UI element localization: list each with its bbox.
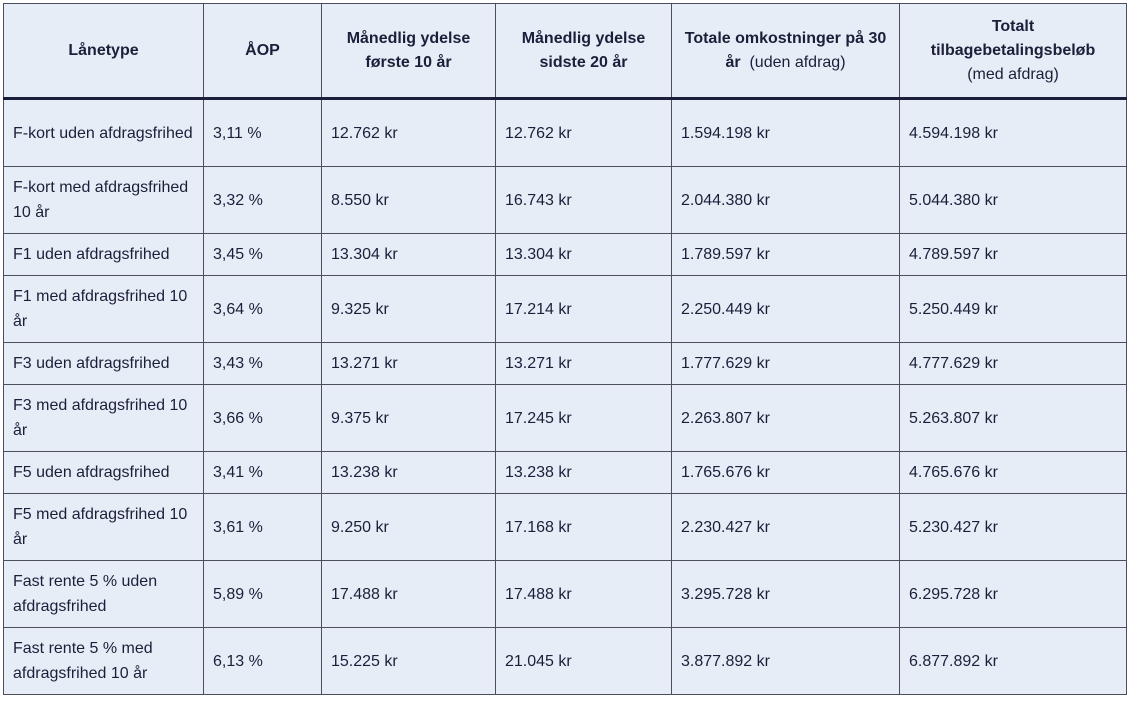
- cell-total-costs: 1.765.676 kr: [671, 451, 900, 494]
- table-row: Fast rente 5 % uden afdragsfrihed 5,89 % 1…: [3, 560, 1127, 628]
- header-total-costs: Totale omkostninger på 30 år (uden afdra…: [671, 3, 900, 100]
- cell-total-costs: 1.789.597 kr: [671, 233, 900, 276]
- cell-aop: 3,66 %: [203, 384, 322, 452]
- header-loan-type: Lånetype: [3, 3, 204, 100]
- header-monthly-first-10: Månedlig ydelse første 10 år: [321, 3, 496, 100]
- header-total-repayment-note: (med afdrag): [967, 65, 1059, 83]
- cell-total-repayment: 4.765.676 kr: [899, 451, 1127, 494]
- cell-total-costs: 2.230.427 kr: [671, 493, 900, 561]
- cell-monthly-first-10: 13.238 kr: [321, 451, 496, 494]
- cell-total-repayment: 4.594.198 kr: [899, 98, 1127, 167]
- cell-total-repayment: 5.044.380 kr: [899, 166, 1127, 234]
- cell-total-costs: 1.777.629 kr: [671, 342, 900, 385]
- cell-loan-type: Fast rente 5 % med afdragsfrihed 10 år: [3, 627, 204, 695]
- cell-loan-type: F5 uden afdragsfrihed: [3, 451, 204, 494]
- cell-monthly-last-20: 17.168 kr: [495, 493, 672, 561]
- cell-aop: 3,11 %: [203, 98, 322, 167]
- cell-total-repayment: 4.789.597 kr: [899, 233, 1127, 276]
- cell-monthly-first-10: 8.550 kr: [321, 166, 496, 234]
- cell-total-repayment: 5.263.807 kr: [899, 384, 1127, 452]
- cell-total-costs: 2.263.807 kr: [671, 384, 900, 452]
- header-aop: ÅOP: [203, 3, 322, 100]
- cell-total-repayment: 5.250.449 kr: [899, 275, 1127, 343]
- table-row: F3 med afdragsfrihed 10 år 3,66 % 9.375 kr…: [3, 384, 1127, 452]
- cell-monthly-first-10: 9.325 kr: [321, 275, 496, 343]
- cell-monthly-first-10: 17.488 kr: [321, 560, 496, 628]
- loan-comparison-table: Lånetype ÅOP Månedlig ydelse første 10 å…: [3, 3, 1127, 695]
- cell-monthly-first-10: 13.304 kr: [321, 233, 496, 276]
- table-header: Lånetype ÅOP Månedlig ydelse første 10 å…: [3, 3, 1127, 100]
- cell-total-costs: 3.295.728 kr: [671, 560, 900, 628]
- cell-monthly-last-20: 13.271 kr: [495, 342, 672, 385]
- cell-aop: 3,41 %: [203, 451, 322, 494]
- cell-monthly-first-10: 12.762 kr: [321, 98, 496, 167]
- cell-aop: 6,13 %: [203, 627, 322, 695]
- cell-aop: 3,43 %: [203, 342, 322, 385]
- header-monthly-last-20: Månedlig ydelse sidste 20 år: [495, 3, 672, 100]
- cell-total-costs: 2.044.380 kr: [671, 166, 900, 234]
- cell-monthly-first-10: 9.250 kr: [321, 493, 496, 561]
- cell-monthly-last-20: 17.245 kr: [495, 384, 672, 452]
- header-total-costs-note: (uden afdrag): [749, 53, 846, 71]
- table-row: F1 med afdragsfrihed 10 år 3,64 % 9.325 kr…: [3, 275, 1127, 343]
- cell-loan-type: F3 uden afdragsfrihed: [3, 342, 204, 385]
- cell-aop: 3,32 %: [203, 166, 322, 234]
- cell-loan-type: F1 med afdragsfrihed 10 år: [3, 275, 204, 343]
- cell-loan-type: F5 med afdragsfrihed 10 år: [3, 493, 204, 561]
- cell-aop: 5,89 %: [203, 560, 322, 628]
- cell-total-repayment: 6.295.728 kr: [899, 560, 1127, 628]
- cell-monthly-last-20: 12.762 kr: [495, 98, 672, 167]
- header-total-repayment: Totalt tilbagebetalingsbeløb (med afdrag): [899, 3, 1127, 100]
- loan-comparison-container: Lånetype ÅOP Månedlig ydelse første 10 å…: [3, 3, 1127, 695]
- table-row: F-kort uden afdragsfrihed 3,11 % 12.762 kr…: [3, 98, 1127, 167]
- cell-loan-type: Fast rente 5 % uden afdragsfrihed: [3, 560, 204, 628]
- cell-monthly-first-10: 15.225 kr: [321, 627, 496, 695]
- cell-aop: 3,64 %: [203, 275, 322, 343]
- cell-total-repayment: 4.777.629 kr: [899, 342, 1127, 385]
- cell-loan-type: F-kort med afdragsfrihed 10 år: [3, 166, 204, 234]
- cell-loan-type: F-kort uden afdragsfrihed: [3, 98, 204, 167]
- cell-total-costs: 2.250.449 kr: [671, 275, 900, 343]
- table-row: F-kort med afdragsfrihed 10 år 3,32 % 8.55…: [3, 166, 1127, 234]
- table-row: F1 uden afdragsfrihed 3,45 % 13.304 kr 13.3…: [3, 233, 1127, 276]
- cell-monthly-last-20: 17.214 kr: [495, 275, 672, 343]
- cell-total-repayment: 6.877.892 kr: [899, 627, 1127, 695]
- cell-loan-type: F3 med afdragsfrihed 10 år: [3, 384, 204, 452]
- cell-total-costs: 3.877.892 kr: [671, 627, 900, 695]
- cell-monthly-first-10: 13.271 kr: [321, 342, 496, 385]
- cell-aop: 3,61 %: [203, 493, 322, 561]
- table-row: F3 uden afdragsfrihed 3,43 % 13.271 kr 13.2…: [3, 342, 1127, 385]
- cell-monthly-last-20: 16.743 kr: [495, 166, 672, 234]
- cell-aop: 3,45 %: [203, 233, 322, 276]
- cell-loan-type: F1 uden afdragsfrihed: [3, 233, 204, 276]
- cell-monthly-last-20: 21.045 kr: [495, 627, 672, 695]
- cell-monthly-last-20: 13.304 kr: [495, 233, 672, 276]
- table-row: F5 uden afdragsfrihed 3,41 % 13.238 kr 13.2…: [3, 451, 1127, 494]
- table-row: Fast rente 5 % med afdragsfrihed 10 år 6,…: [3, 627, 1127, 695]
- table-row: F5 med afdragsfrihed 10 år 3,61 % 9.250 kr…: [3, 493, 1127, 561]
- cell-monthly-first-10: 9.375 kr: [321, 384, 496, 452]
- cell-total-costs: 1.594.198 kr: [671, 98, 900, 167]
- cell-monthly-last-20: 17.488 kr: [495, 560, 672, 628]
- header-row: Lånetype ÅOP Månedlig ydelse første 10 å…: [3, 3, 1127, 100]
- cell-monthly-last-20: 13.238 kr: [495, 451, 672, 494]
- table-body: F-kort uden afdragsfrihed 3,11 % 12.762 kr…: [3, 98, 1127, 695]
- cell-total-repayment: 5.230.427 kr: [899, 493, 1127, 561]
